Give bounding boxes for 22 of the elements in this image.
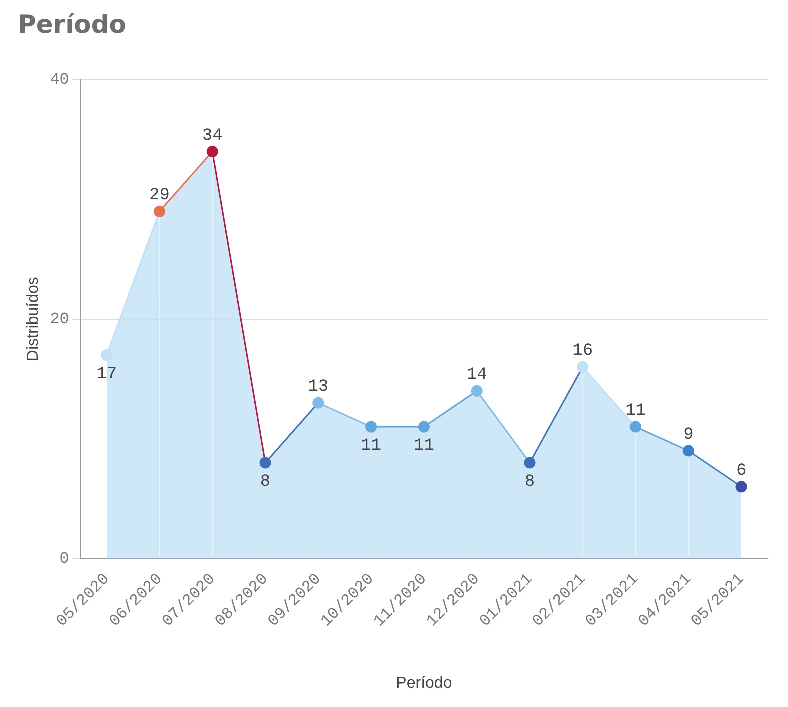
data-label: 11 (626, 402, 646, 422)
data-label: 14 (466, 366, 488, 386)
data-label: 11 (361, 437, 382, 456)
y-tick-label: 20 (50, 310, 70, 329)
data-label: 6 (736, 462, 747, 481)
data-label: 9 (684, 426, 694, 445)
chart-title: Período (18, 10, 126, 39)
y-tick-label: 40 (50, 71, 70, 90)
data-label: 34 (202, 126, 223, 146)
point (154, 206, 166, 218)
data-label: 17 (96, 365, 118, 384)
y-axis-title: Distribuídos (25, 277, 42, 362)
data-label: 29 (150, 186, 170, 206)
data-label: 11 (414, 437, 434, 456)
point (101, 350, 113, 361)
point (206, 146, 218, 158)
data-label: 16 (572, 342, 594, 362)
data-label: 13 (308, 378, 329, 398)
data-label: 8 (260, 472, 271, 492)
y-tick-label: 0 (60, 550, 70, 568)
data-label: 8 (524, 472, 536, 492)
x-axis-title: Período (396, 674, 452, 692)
